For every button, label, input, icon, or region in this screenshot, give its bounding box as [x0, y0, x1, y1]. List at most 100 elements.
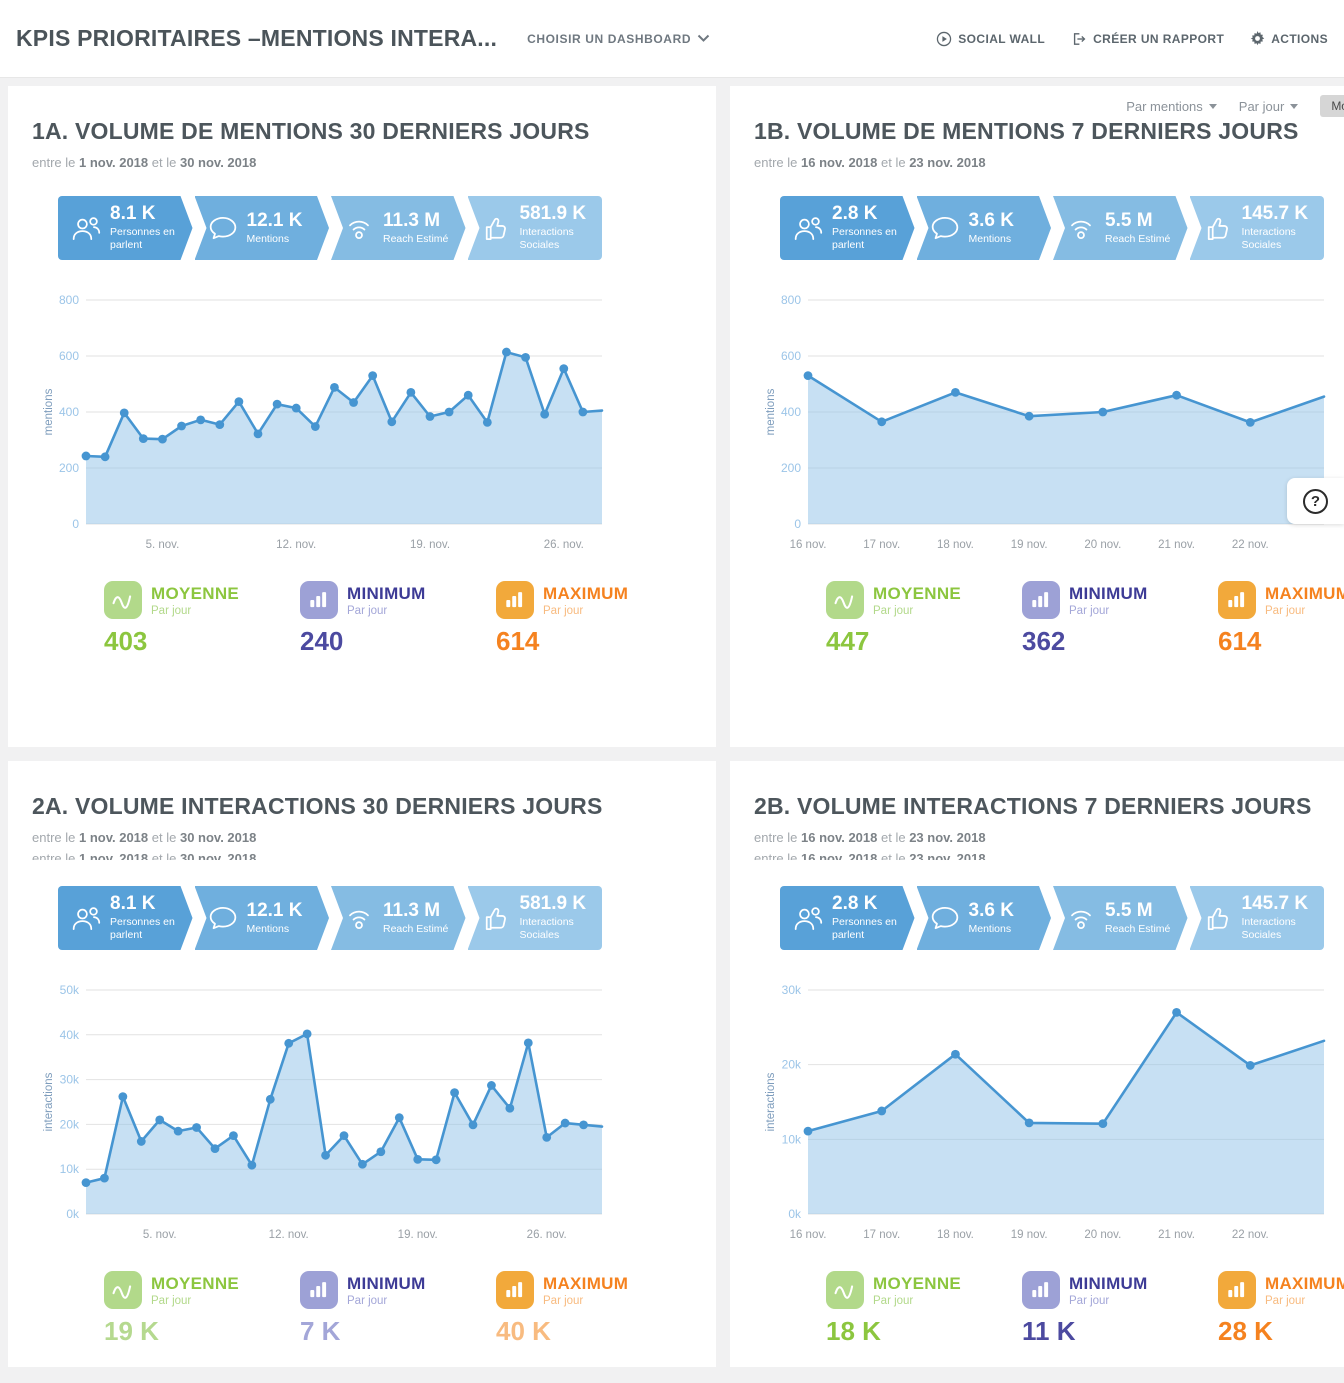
svg-text:20 nov.: 20 nov.	[1084, 539, 1121, 551]
svg-text:40k: 40k	[60, 1028, 80, 1042]
page-title: KPIS PRIORITAIRES –MENTIONS INTERA...	[16, 25, 498, 51]
kpi-segment-people: 2.8 K Personnes en parlent	[780, 886, 915, 950]
stat-sublabel: Par jour	[1265, 1295, 1306, 1307]
kpi-label: Personnes en parlent	[110, 226, 175, 251]
kpi-segment-interactions: 581.9 K Interactions Sociales	[467, 886, 602, 950]
svg-text:22 nov.: 22 nov.	[1232, 1229, 1269, 1241]
help-button[interactable]: ?	[1287, 478, 1344, 524]
stat-maximum: MAXIMUM Par jour 28 K	[1218, 1271, 1344, 1347]
svg-text:16 nov.: 16 nov.	[790, 1229, 827, 1241]
kpi-bar: 2.8 K Personnes en parlent 3.6 K Mention…	[780, 886, 1326, 950]
speech-bubble-icon	[930, 215, 960, 242]
kpi-segment-people: 8.1 K Personnes en parlent	[58, 886, 193, 950]
stat-label: MOYENNE	[873, 584, 962, 603]
svg-text:interactions: interactions	[43, 1072, 55, 1131]
svg-text:10k: 10k	[60, 1162, 80, 1176]
thumbs-up-icon	[1207, 217, 1228, 240]
stat-sublabel: Par jour	[151, 605, 192, 617]
social-wall-label: SOCIAL WALL	[958, 31, 1046, 46]
people-icon	[793, 215, 823, 242]
stats-row: MOYENNE Par jour 403 MINIMUM Par jour 2	[104, 581, 692, 657]
stat-value-moyenne: 403	[104, 626, 148, 656]
svg-text:200: 200	[59, 461, 79, 475]
svg-text:600: 600	[59, 349, 79, 363]
speech-bubble-icon	[208, 905, 238, 932]
social-wall-button[interactable]: SOCIAL WALL	[936, 31, 1045, 47]
kpi-label: Personnes en parlent	[832, 916, 897, 941]
kpi-segment-mentions: 12.1 K Mentions	[195, 886, 330, 950]
stat-sublabel: Par jour	[1069, 1295, 1110, 1307]
svg-text:mentions: mentions	[43, 388, 55, 435]
stats-row: MOYENNE Par jour 19 K MINIMUM Par jour	[104, 1271, 692, 1347]
kpi-segment-people: 8.1 K Personnes en parlent	[58, 196, 193, 260]
par-jour-label: Par jour	[1238, 98, 1285, 114]
stat-minimum: MINIMUM Par jour 7 K	[300, 1271, 496, 1347]
kpi-value: 12.1 K	[246, 899, 303, 921]
kpi-panel: 2A. VOLUME INTERACTIONS 30 DERNIERS JOUR…	[8, 761, 716, 1367]
actions-button[interactable]: ACTIONS	[1250, 31, 1328, 46]
thumbs-up-icon	[485, 217, 506, 240]
date-range: entre le 16 nov. 2018 et le 23 nov. 2018	[754, 830, 986, 845]
area-chart: 30k 20k 10k 0k 16 nov. 17 nov. 18 nov. 19 nov. 2…	[765, 983, 1326, 1241]
svg-text:400: 400	[781, 405, 801, 419]
svg-text:19. nov.: 19. nov.	[398, 1229, 438, 1241]
stat-value-maximum: 614	[1218, 626, 1262, 656]
svg-text:21 nov.: 21 nov.	[1158, 539, 1195, 551]
svg-text:5. nov.: 5. nov.	[146, 539, 180, 551]
modifier-button[interactable]: Modifier	[1320, 95, 1344, 117]
par-jour-dropdown[interactable]: Par jour	[1239, 99, 1299, 114]
stat-label: MAXIMUM	[1265, 1274, 1344, 1293]
svg-text:17 nov.: 17 nov.	[863, 539, 900, 551]
kpi-value: 8.1 K	[110, 893, 156, 915]
stat-label: MAXIMUM	[543, 1274, 629, 1293]
area-chart: 800 600 400 200 0 16 nov. 17 nov. 18 nov. 19 nov…	[765, 293, 1326, 551]
panel-controls: Par mentions Par jour Modifier	[1126, 94, 1344, 118]
kpi-label: Interactions Sociales	[519, 916, 574, 941]
create-report-button[interactable]: CRÉER UN RAPPORT	[1071, 31, 1224, 47]
stat-label: MINIMUM	[1069, 584, 1148, 603]
top-header: KPIS PRIORITAIRES –MENTIONS INTERA... CH…	[0, 0, 1344, 78]
dashboard-picker[interactable]: CHOISIR UN DASHBOARD	[527, 32, 710, 46]
kpi-label: Interactions Sociales	[1241, 916, 1296, 941]
stat-label: MOYENNE	[151, 1274, 240, 1293]
kpi-segment-mentions: 3.6 K Mentions	[917, 196, 1052, 260]
stat-minimum: MINIMUM Par jour 11 K	[1022, 1271, 1218, 1347]
panel-title: 2A. VOLUME INTERACTIONS 30 DERNIERS JOUR…	[32, 793, 603, 819]
bar-chart-icon	[1022, 1271, 1060, 1309]
kpi-segment-interactions: 581.9 K Interactions Sociales	[467, 196, 602, 260]
chart-area: 800 600 400 200 0 16 nov. 17 nov. 18 nov. 19 nov…	[762, 286, 1344, 565]
stat-sublabel: Par jour	[873, 1295, 914, 1307]
speech-bubble-icon	[930, 905, 960, 932]
bar-chart-icon	[300, 581, 338, 619]
header-actions: SOCIAL WALL CRÉER UN RAPPORT ACTIONS	[936, 31, 1328, 47]
date-range: entre le 1 nov. 2018 et le 30 nov. 2018	[32, 830, 257, 845]
bar-chart-icon	[496, 581, 534, 619]
stat-label: MAXIMUM	[1265, 584, 1344, 603]
kpi-segment-mentions: 3.6 K Mentions	[917, 886, 1052, 950]
date-range-clipped: entre le 16 nov. 2018 et le 23 nov. 2018	[754, 851, 986, 860]
svg-text:50k: 50k	[60, 983, 80, 997]
kpi-segment-reach: 11.3 M Reach Estimé	[331, 196, 466, 260]
par-mentions-dropdown[interactable]: Par mentions	[1126, 99, 1217, 114]
svg-text:12. nov.: 12. nov.	[269, 1229, 309, 1241]
kpi-bar: 8.1 K Personnes en parlent 12.1 K Mentio…	[58, 886, 604, 950]
kpi-value: 3.6 K	[968, 209, 1014, 231]
bar-chart-icon	[1218, 1271, 1256, 1309]
kpi-segment-interactions: 145.7 K Interactions Sociales	[1189, 196, 1324, 260]
reach-broadcast-icon	[344, 215, 374, 242]
svg-text:12. nov.: 12. nov.	[276, 539, 316, 551]
svg-text:0k: 0k	[66, 1207, 80, 1221]
kpi-label: Interactions Sociales	[1241, 226, 1296, 251]
svg-text:600: 600	[781, 349, 801, 363]
stat-label: MINIMUM	[1069, 1274, 1148, 1293]
bar-chart-icon	[300, 1271, 338, 1309]
stat-value-minimum: 7 K	[300, 1316, 341, 1346]
stat-label: MINIMUM	[347, 584, 426, 603]
svg-text:17 nov.: 17 nov.	[863, 1229, 900, 1241]
stat-label: MINIMUM	[347, 1274, 426, 1293]
svg-text:10k: 10k	[782, 1132, 802, 1146]
kpi-value: 2.8 K	[832, 893, 878, 915]
kpi-value: 11.3 M	[383, 899, 441, 921]
kpi-segment-people: 2.8 K Personnes en parlent	[780, 196, 915, 260]
svg-text:200: 200	[781, 461, 801, 475]
